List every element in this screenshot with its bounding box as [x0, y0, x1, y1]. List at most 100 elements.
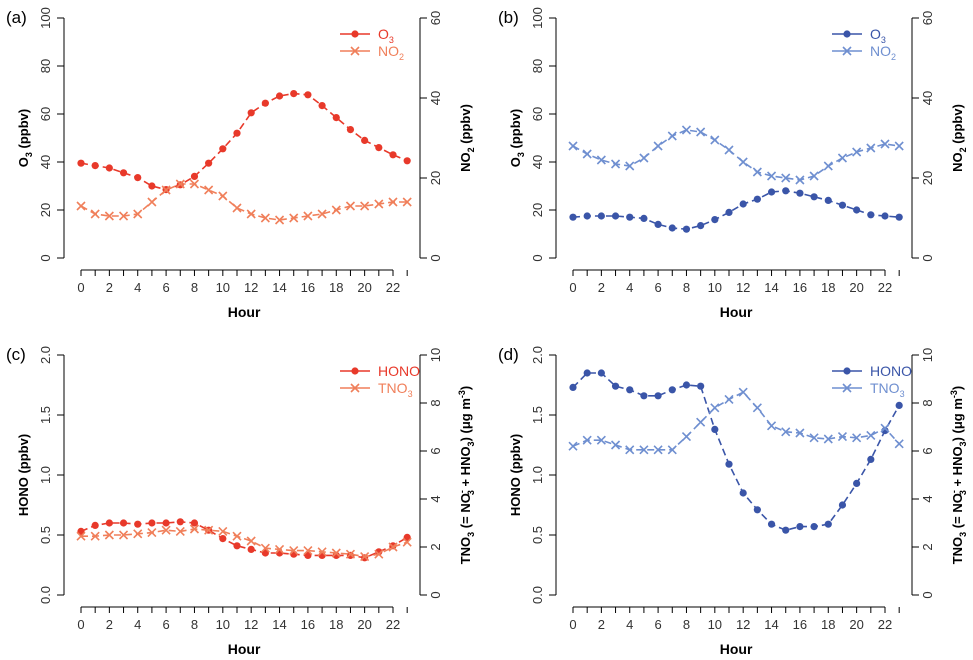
right-tick-label: 4	[920, 495, 935, 502]
tno3-point	[204, 525, 214, 535]
tno3-point	[866, 430, 876, 440]
panel-label: (a)	[6, 8, 27, 27]
no2-point	[374, 199, 384, 209]
x-tick-label: 0	[569, 617, 576, 632]
tno3-point	[738, 387, 748, 397]
panel-c: (c) 0.0 0.5 1.0 1.5 2.0 HONO (ppbv) 0 2 4 6 8 10 TNO3…	[6, 345, 476, 657]
tno3-point	[596, 435, 606, 445]
no2-point	[639, 153, 649, 163]
right-tick-label: 6	[920, 447, 935, 454]
hono-point	[640, 392, 648, 400]
tno3-point	[260, 543, 270, 553]
tno3-point	[681, 432, 692, 442]
tno3-point	[76, 531, 86, 541]
hono-point	[389, 542, 397, 550]
left-axis-label: HONO (ppbv)	[508, 434, 523, 516]
right-axis-label: TNO3 (= NO-3 + HNO3) (μg m-3)	[457, 386, 476, 565]
x-tick-label: 4	[626, 280, 633, 295]
tno3-point	[289, 546, 299, 556]
tno3-point	[837, 432, 848, 442]
no2-point	[246, 209, 256, 219]
series-line-no2	[572, 129, 900, 181]
legend-label-o3: O3	[378, 26, 394, 45]
x-tick-label: 14	[272, 280, 286, 295]
no2-point	[175, 179, 185, 189]
legend-label-no2: NO2	[870, 43, 896, 62]
tno3-point	[568, 441, 578, 451]
hono-point	[148, 519, 156, 527]
o3-point	[77, 159, 85, 167]
o3-point	[611, 212, 620, 220]
hono-point	[91, 521, 99, 529]
hono-point	[190, 519, 199, 527]
left-tick-label: 1.5	[38, 406, 53, 424]
no2-point	[104, 211, 114, 221]
x-tick-label: 6	[162, 280, 169, 295]
x-tick-label: 16	[793, 280, 807, 295]
x-tick-label: 22	[878, 280, 892, 295]
no2-point	[218, 191, 228, 201]
tno3-point	[133, 529, 143, 539]
tno3-point	[90, 531, 100, 541]
no2-point	[752, 167, 762, 177]
hono-point	[697, 382, 705, 390]
tno3-point	[809, 433, 819, 443]
right-tick-label: 40	[428, 91, 443, 105]
no2-point	[90, 209, 100, 219]
no2-point	[667, 131, 677, 141]
o3-point	[583, 212, 591, 220]
o3-point	[275, 92, 284, 100]
left-tick-label: 1.5	[530, 406, 545, 424]
hono-point	[867, 455, 875, 463]
x-tick-label: 6	[162, 617, 169, 632]
series-line-no2	[80, 183, 408, 221]
series-line-tno3	[572, 391, 900, 451]
left-tick-label: 1.0	[530, 466, 545, 484]
left-tick-label: 0	[530, 254, 545, 261]
x-tick-label: 10	[216, 617, 230, 632]
x-tick-label: 10	[708, 280, 722, 295]
o3-point	[205, 159, 213, 167]
legend-marker	[350, 46, 360, 56]
no2-point	[331, 205, 341, 215]
x-tick-label: 8	[191, 617, 198, 632]
x-tick-label: 22	[386, 617, 400, 632]
tno3-point	[104, 530, 114, 540]
tno3-point	[781, 427, 791, 437]
left-tick-label: 60	[38, 107, 53, 121]
tno3-point	[852, 433, 862, 443]
left-tick-label: 2.0	[38, 346, 53, 364]
left-tick-label: 60	[530, 107, 545, 121]
tno3-point	[303, 546, 313, 556]
x-tick-label: 18	[329, 617, 343, 632]
tno3-point	[766, 421, 777, 431]
no2-point	[696, 127, 706, 137]
hono-point	[838, 501, 847, 509]
right-tick-label: 0	[428, 591, 443, 598]
o3-point	[881, 212, 889, 220]
legend-marker	[843, 367, 851, 375]
legend-label-o3: O3	[870, 26, 886, 45]
x-tick-label: 0	[569, 280, 576, 295]
x-axis-label: Hour	[720, 304, 753, 320]
x-axis-label: Hour	[228, 641, 261, 657]
tno3-point	[360, 552, 370, 562]
right-tick-label: 4	[428, 495, 443, 502]
hono-point	[711, 425, 719, 433]
no2-point	[582, 149, 592, 159]
x-tick-label: 2	[598, 280, 605, 295]
series-line-o3	[80, 92, 408, 191]
left-tick-label: 100	[38, 7, 53, 29]
hono-point	[261, 549, 269, 557]
x-tick-label: 12	[736, 617, 750, 632]
o3-point	[725, 208, 733, 216]
o3-point	[91, 162, 99, 170]
o3-point	[247, 109, 255, 117]
left-tick-label: 0.0	[38, 586, 53, 604]
o3-point	[332, 114, 340, 122]
hono-point	[668, 386, 676, 394]
x-tick-label: 6	[654, 617, 661, 632]
hono-point	[569, 383, 577, 391]
left-tick-label: 40	[38, 155, 53, 169]
